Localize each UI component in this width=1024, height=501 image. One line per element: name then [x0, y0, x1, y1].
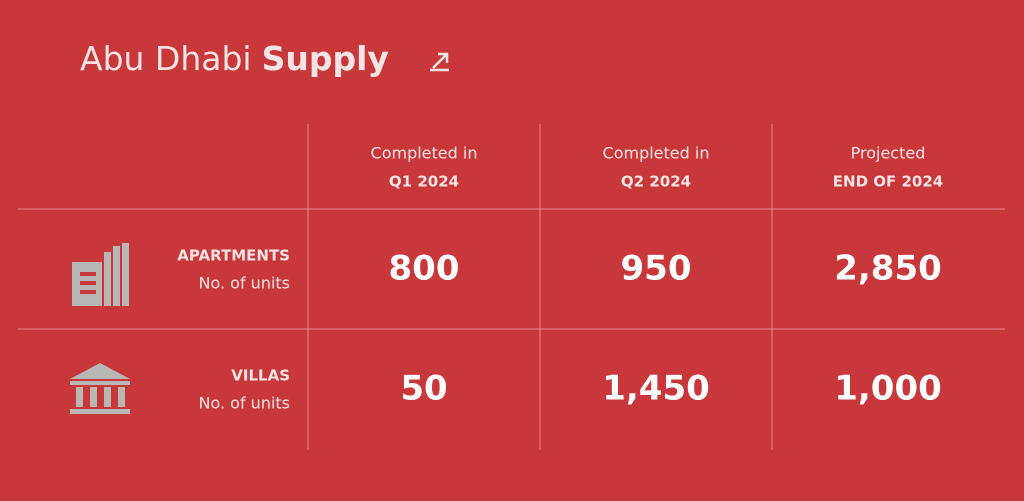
title: Abu Dhabi Supply	[80, 39, 389, 78]
table: Completed in Q1 2024 Completed in Q2 2024 Pr…	[177, 144, 943, 413]
title-bold: Supply	[262, 39, 389, 78]
arrow-icon	[430, 52, 449, 72]
apartment-icon	[72, 243, 129, 306]
title-light: Abu Dhabi	[80, 39, 252, 78]
column-header: Completed in	[371, 144, 478, 163]
column-header: Completed in	[603, 144, 710, 163]
row-label: APARTMENTS	[177, 247, 290, 265]
cell-value: 1,450	[602, 369, 710, 409]
villa-icon	[70, 363, 130, 414]
column-header-period: END OF 2024	[833, 173, 943, 191]
column-header: Projected	[851, 144, 926, 163]
cell-value: 1,000	[834, 369, 942, 409]
row-sublabel: No. of units	[199, 274, 291, 293]
row-sublabel: No. of units	[199, 394, 291, 413]
row-label: VILLAS	[231, 367, 290, 385]
cell-value: 950	[621, 249, 692, 289]
column-header-period: Q2 2024	[621, 173, 691, 191]
cell-value: 2,850	[834, 249, 942, 289]
cell-value: 50	[400, 369, 447, 409]
cell-value: 800	[389, 249, 460, 289]
column-header-period: Q1 2024	[389, 173, 459, 191]
